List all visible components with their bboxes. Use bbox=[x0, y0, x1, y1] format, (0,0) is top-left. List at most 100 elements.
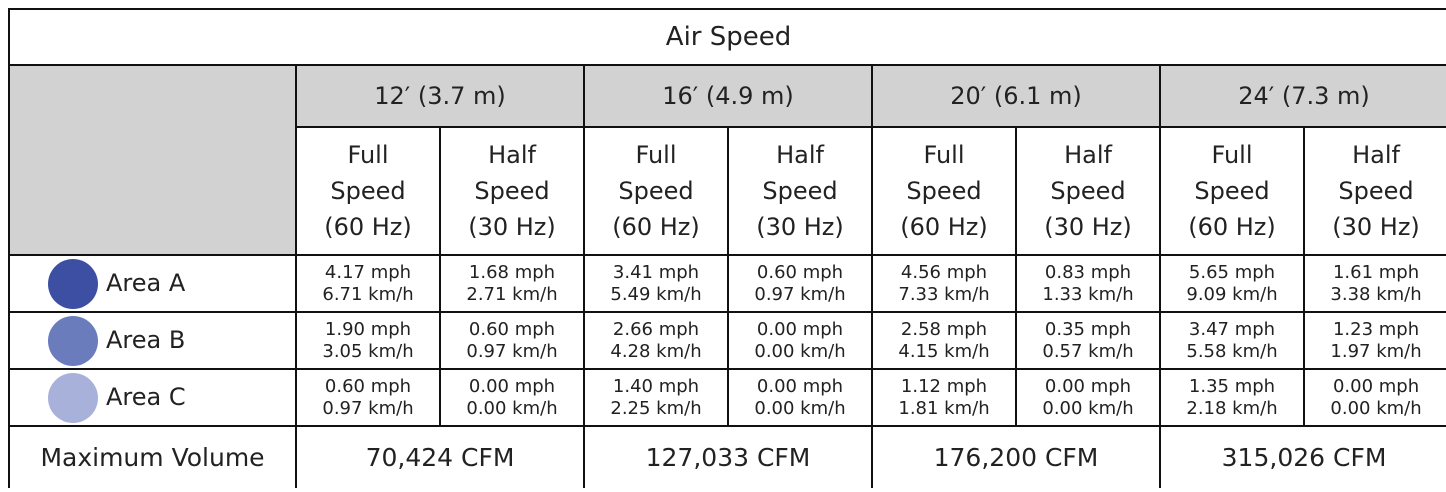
area-row: Area C 0.60 mph 0.97 km/h 0.00 mph 0.00 km/h… bbox=[8, 368, 1446, 427]
mph-value: 5.65 mph bbox=[1188, 261, 1276, 283]
volume-value: 70,424 CFM bbox=[295, 425, 585, 488]
speed-cell: 4.56 mph 7.33 km/h bbox=[871, 254, 1017, 313]
corner-cell bbox=[8, 64, 297, 256]
volume-row: Maximum Volume 70,424 CFM 127,033 CFM 176,2… bbox=[8, 425, 1446, 488]
speed-line: (60 Hz) bbox=[900, 213, 988, 241]
speed-cell: 2.66 mph 4.28 km/h bbox=[583, 311, 729, 370]
volume-label: Maximum Volume bbox=[8, 425, 297, 488]
speed-line: Speed bbox=[762, 177, 838, 205]
height-row: 12′ (3.7 m) 16′ (4.9 m) 20′ (6.1 m) 24′ (7.… bbox=[8, 64, 1446, 256]
speed-line: (60 Hz) bbox=[612, 213, 700, 241]
mph-value: 0.00 mph bbox=[1332, 375, 1420, 397]
speed-line: Half bbox=[1064, 141, 1112, 169]
mph-value: 1.90 mph bbox=[324, 318, 412, 340]
mph-value: 0.60 mph bbox=[756, 261, 844, 283]
kmh-value: 3.38 km/h bbox=[1330, 283, 1422, 305]
speed-line: Full bbox=[1211, 141, 1253, 169]
speed-line: (30 Hz) bbox=[756, 213, 844, 241]
speed-cell: 1.35 mph 2.18 km/h bbox=[1159, 368, 1305, 427]
kmh-value: 0.00 km/h bbox=[1042, 397, 1134, 419]
kmh-value: 0.00 km/h bbox=[466, 397, 558, 419]
speed-line: Speed bbox=[330, 177, 406, 205]
table-body: Air Speed 12′ (3.7 m) 16′ (4.9 m) 20′ (6.1 … bbox=[7, 8, 1446, 488]
area-dot bbox=[48, 258, 98, 309]
mph-value: 1.40 mph bbox=[612, 375, 700, 397]
air-speed-table: Air Speed 12′ (3.7 m) 16′ (4.9 m) 20′ (6.1 … bbox=[7, 8, 1446, 488]
height-header: 20′ (6.1 m) bbox=[871, 64, 1161, 128]
area-row: Area A 4.17 mph 6.71 km/h 1.68 mph 2.71 km/h… bbox=[8, 254, 1446, 313]
kmh-value: 1.81 km/h bbox=[898, 397, 990, 419]
mph-value: 1.68 mph bbox=[468, 261, 556, 283]
speed-line: Full bbox=[923, 141, 965, 169]
area-label: Area A bbox=[106, 268, 186, 297]
speed-cell: 1.12 mph 1.81 km/h bbox=[871, 368, 1017, 427]
mph-value: 4.56 mph bbox=[900, 261, 988, 283]
height-header: 12′ (3.7 m) bbox=[295, 64, 585, 128]
kmh-value: 0.97 km/h bbox=[322, 397, 414, 419]
speed-line: Speed bbox=[1050, 177, 1126, 205]
kmh-value: 4.28 km/h bbox=[610, 340, 702, 362]
speed-row: Full Speed (60 Hz) Half Speed (30 Hz) Full Spee… bbox=[9, 126, 1446, 256]
speed-cell: 4.17 mph 6.71 km/h bbox=[295, 254, 441, 313]
mph-value: 1.23 mph bbox=[1332, 318, 1420, 340]
speed-header: Full Speed (60 Hz) bbox=[583, 126, 729, 256]
speed-cell: 1.90 mph 3.05 km/h bbox=[295, 311, 441, 370]
speed-cell: 0.00 mph 0.00 km/h bbox=[439, 368, 585, 427]
kmh-value: 4.15 km/h bbox=[898, 340, 990, 362]
area-label: Area C bbox=[106, 382, 186, 411]
mph-value: 0.00 mph bbox=[756, 318, 844, 340]
kmh-value: 0.97 km/h bbox=[466, 340, 558, 362]
mph-value: 0.60 mph bbox=[468, 318, 556, 340]
mph-value: 0.00 mph bbox=[756, 375, 844, 397]
speed-cell: 1.23 mph 1.97 km/h bbox=[1302, 311, 1446, 370]
speed-line: Half bbox=[776, 141, 824, 169]
area-dot bbox=[48, 372, 98, 423]
area-label: Area B bbox=[106, 325, 186, 354]
volume-value: 176,200 CFM bbox=[871, 425, 1161, 488]
kmh-value: 1.97 km/h bbox=[1330, 340, 1422, 362]
kmh-value: 0.00 km/h bbox=[754, 340, 846, 362]
speed-line: Speed bbox=[474, 177, 550, 205]
speed-header: Full Speed (60 Hz) bbox=[295, 126, 441, 256]
speed-line: Speed bbox=[1194, 177, 1270, 205]
mph-value: 0.00 mph bbox=[1044, 375, 1132, 397]
area-dot bbox=[48, 315, 98, 366]
area-row: Area B 1.90 mph 3.05 km/h 0.60 mph 0.97 km/h… bbox=[8, 311, 1446, 370]
speed-header: Full Speed (60 Hz) bbox=[871, 126, 1017, 256]
speed-cell: 1.40 mph 2.25 km/h bbox=[583, 368, 729, 427]
height-header: 16′ (4.9 m) bbox=[583, 64, 873, 128]
area-label-cell: Area B bbox=[8, 311, 297, 370]
speed-line: Speed bbox=[906, 177, 982, 205]
kmh-value: 9.09 km/h bbox=[1186, 283, 1278, 305]
speed-line: Half bbox=[488, 141, 536, 169]
speed-line: (60 Hz) bbox=[324, 213, 412, 241]
mph-value: 0.00 mph bbox=[468, 375, 556, 397]
speed-cell: 3.41 mph 5.49 km/h bbox=[583, 254, 729, 313]
area-label-cell: Area C bbox=[8, 368, 297, 427]
speed-cell: 0.60 mph 0.97 km/h bbox=[295, 368, 441, 427]
speed-header: Half Speed (30 Hz) bbox=[439, 126, 585, 256]
kmh-value: 0.00 km/h bbox=[754, 397, 846, 419]
mph-value: 3.41 mph bbox=[612, 261, 700, 283]
speed-line: (30 Hz) bbox=[1332, 213, 1420, 241]
speed-header: Half Speed (30 Hz) bbox=[1302, 126, 1446, 256]
kmh-value: 5.58 km/h bbox=[1186, 340, 1278, 362]
mph-value: 4.17 mph bbox=[324, 261, 412, 283]
kmh-value: 5.49 km/h bbox=[610, 283, 702, 305]
speed-line: (60 Hz) bbox=[1188, 213, 1276, 241]
mph-value: 1.61 mph bbox=[1332, 261, 1420, 283]
speed-cell: 0.60 mph 0.97 km/h bbox=[439, 311, 585, 370]
mph-value: 3.47 mph bbox=[1188, 318, 1276, 340]
area-label-cell: Area A bbox=[8, 254, 297, 313]
mph-value: 2.58 mph bbox=[900, 318, 988, 340]
title-row: Air Speed bbox=[7, 8, 1446, 66]
speed-cell: 0.00 mph 0.00 km/h bbox=[1015, 368, 1161, 427]
speed-cell: 1.68 mph 2.71 km/h bbox=[439, 254, 585, 313]
kmh-value: 0.97 km/h bbox=[754, 283, 846, 305]
mph-value: 0.83 mph bbox=[1044, 261, 1132, 283]
kmh-value: 6.71 km/h bbox=[322, 283, 414, 305]
speed-cell: 0.35 mph 0.57 km/h bbox=[1015, 311, 1161, 370]
speed-line: Full bbox=[635, 141, 677, 169]
speed-cell: 5.65 mph 9.09 km/h bbox=[1159, 254, 1305, 313]
